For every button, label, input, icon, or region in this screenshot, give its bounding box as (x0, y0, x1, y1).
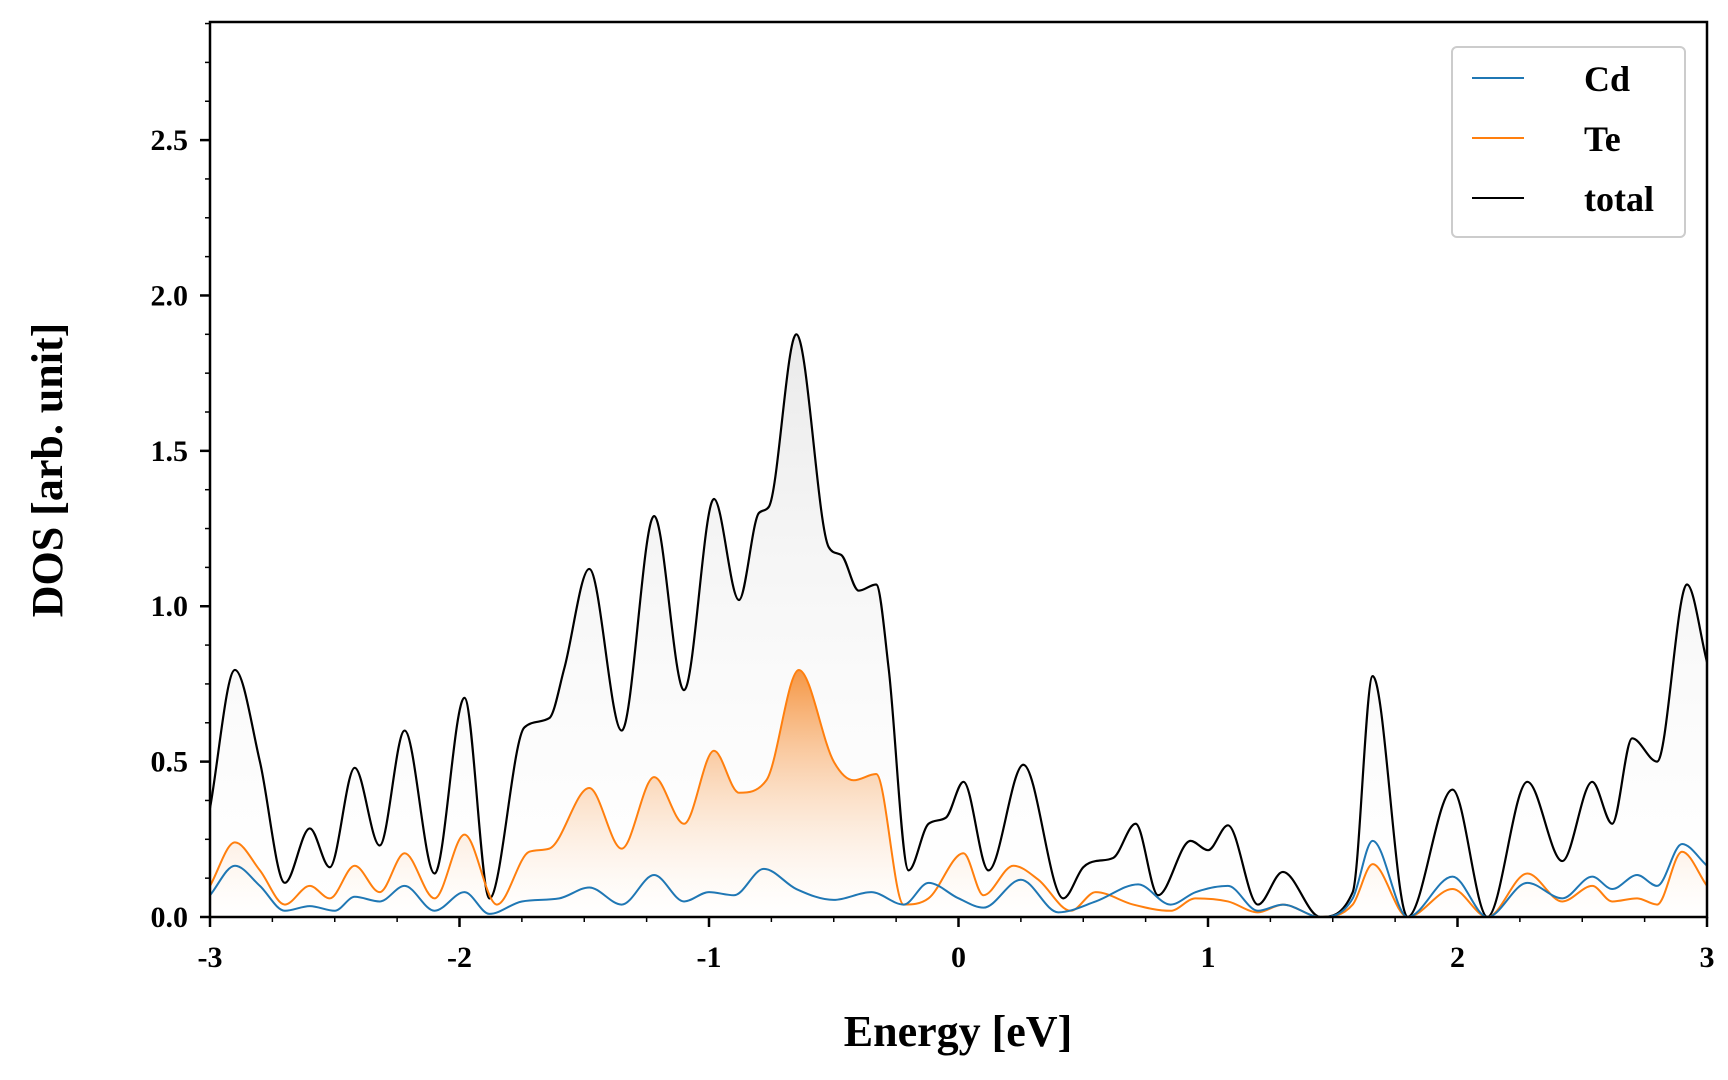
legend: Cd Te total (1451, 46, 1686, 238)
legend-label-cd: Cd (1584, 59, 1630, 99)
y-tick-label: 1.5 (151, 435, 189, 468)
area-fills (210, 334, 1707, 917)
series-line-cd (210, 839, 1707, 917)
x-tick-label: 2 (1450, 941, 1465, 974)
y-axis-title: DOS [arb. unit] (23, 323, 72, 618)
legend-label-total: total (1584, 179, 1654, 219)
legend-label-te: Te (1584, 119, 1621, 159)
legend-box (1451, 46, 1686, 238)
x-tick-label: -1 (697, 941, 722, 974)
y-tick-label: 1.0 (151, 590, 189, 623)
y-tick-label: 0.5 (151, 746, 189, 779)
y-tick-label: 0.0 (151, 901, 189, 934)
area-fill-te (210, 669, 1707, 917)
x-tick-label: 3 (1700, 941, 1715, 974)
x-axis-ticks: -3 -2 -1 0 1 2 3 (198, 917, 1715, 974)
x-tick-label: 1 (1201, 941, 1216, 974)
x-tick-label: -3 (198, 941, 223, 974)
x-tick-label: 0 (951, 941, 966, 974)
area-fill-total (210, 334, 1707, 917)
series-line-total (210, 333, 1707, 917)
series-line-te (210, 668, 1707, 917)
x-axis-title: Energy [eV] (844, 1007, 1073, 1056)
y-tick-label: 2.5 (151, 124, 189, 157)
series-lines (210, 333, 1707, 917)
y-tick-label: 2.0 (151, 279, 189, 312)
y-axis-ticks: 0.0 0.5 1.0 1.5 2.0 2.5 (151, 22, 210, 934)
x-tick-label: -2 (447, 941, 472, 974)
